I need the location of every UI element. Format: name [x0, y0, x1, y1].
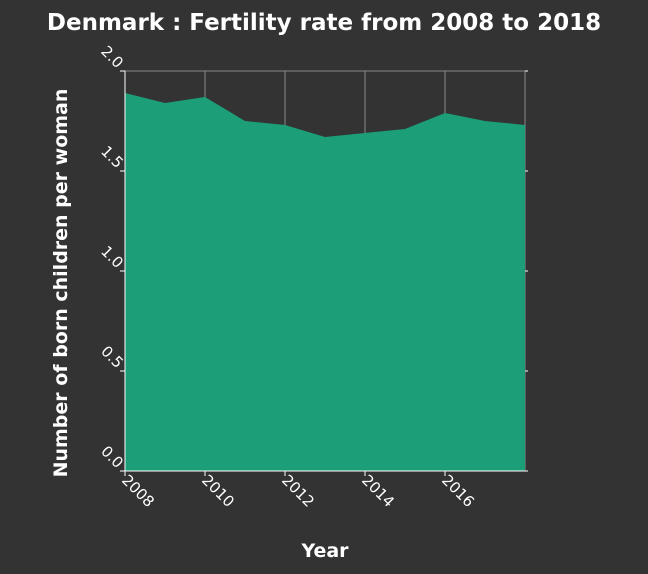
y-tick-label: 1.0: [97, 242, 127, 272]
y-tick-label: 2.0: [97, 42, 127, 72]
y-tick-label: 0.5: [97, 342, 127, 372]
fertility-area: [125, 93, 525, 471]
x-tick-label: 2016: [438, 471, 478, 511]
y-tick-label: 0.0: [97, 442, 127, 472]
x-tick-label: 2012: [278, 471, 318, 511]
y-tick-label: 1.5: [97, 142, 127, 172]
y-axis-label: Number of born children per woman: [50, 89, 72, 478]
x-axis-label: Year: [300, 540, 349, 562]
x-tick-label: 2014: [358, 471, 398, 511]
x-tick-label: 2010: [198, 471, 238, 511]
chart-title: Denmark : Fertility rate from 2008 to 20…: [47, 10, 601, 36]
x-tick-label: 2008: [118, 471, 158, 511]
